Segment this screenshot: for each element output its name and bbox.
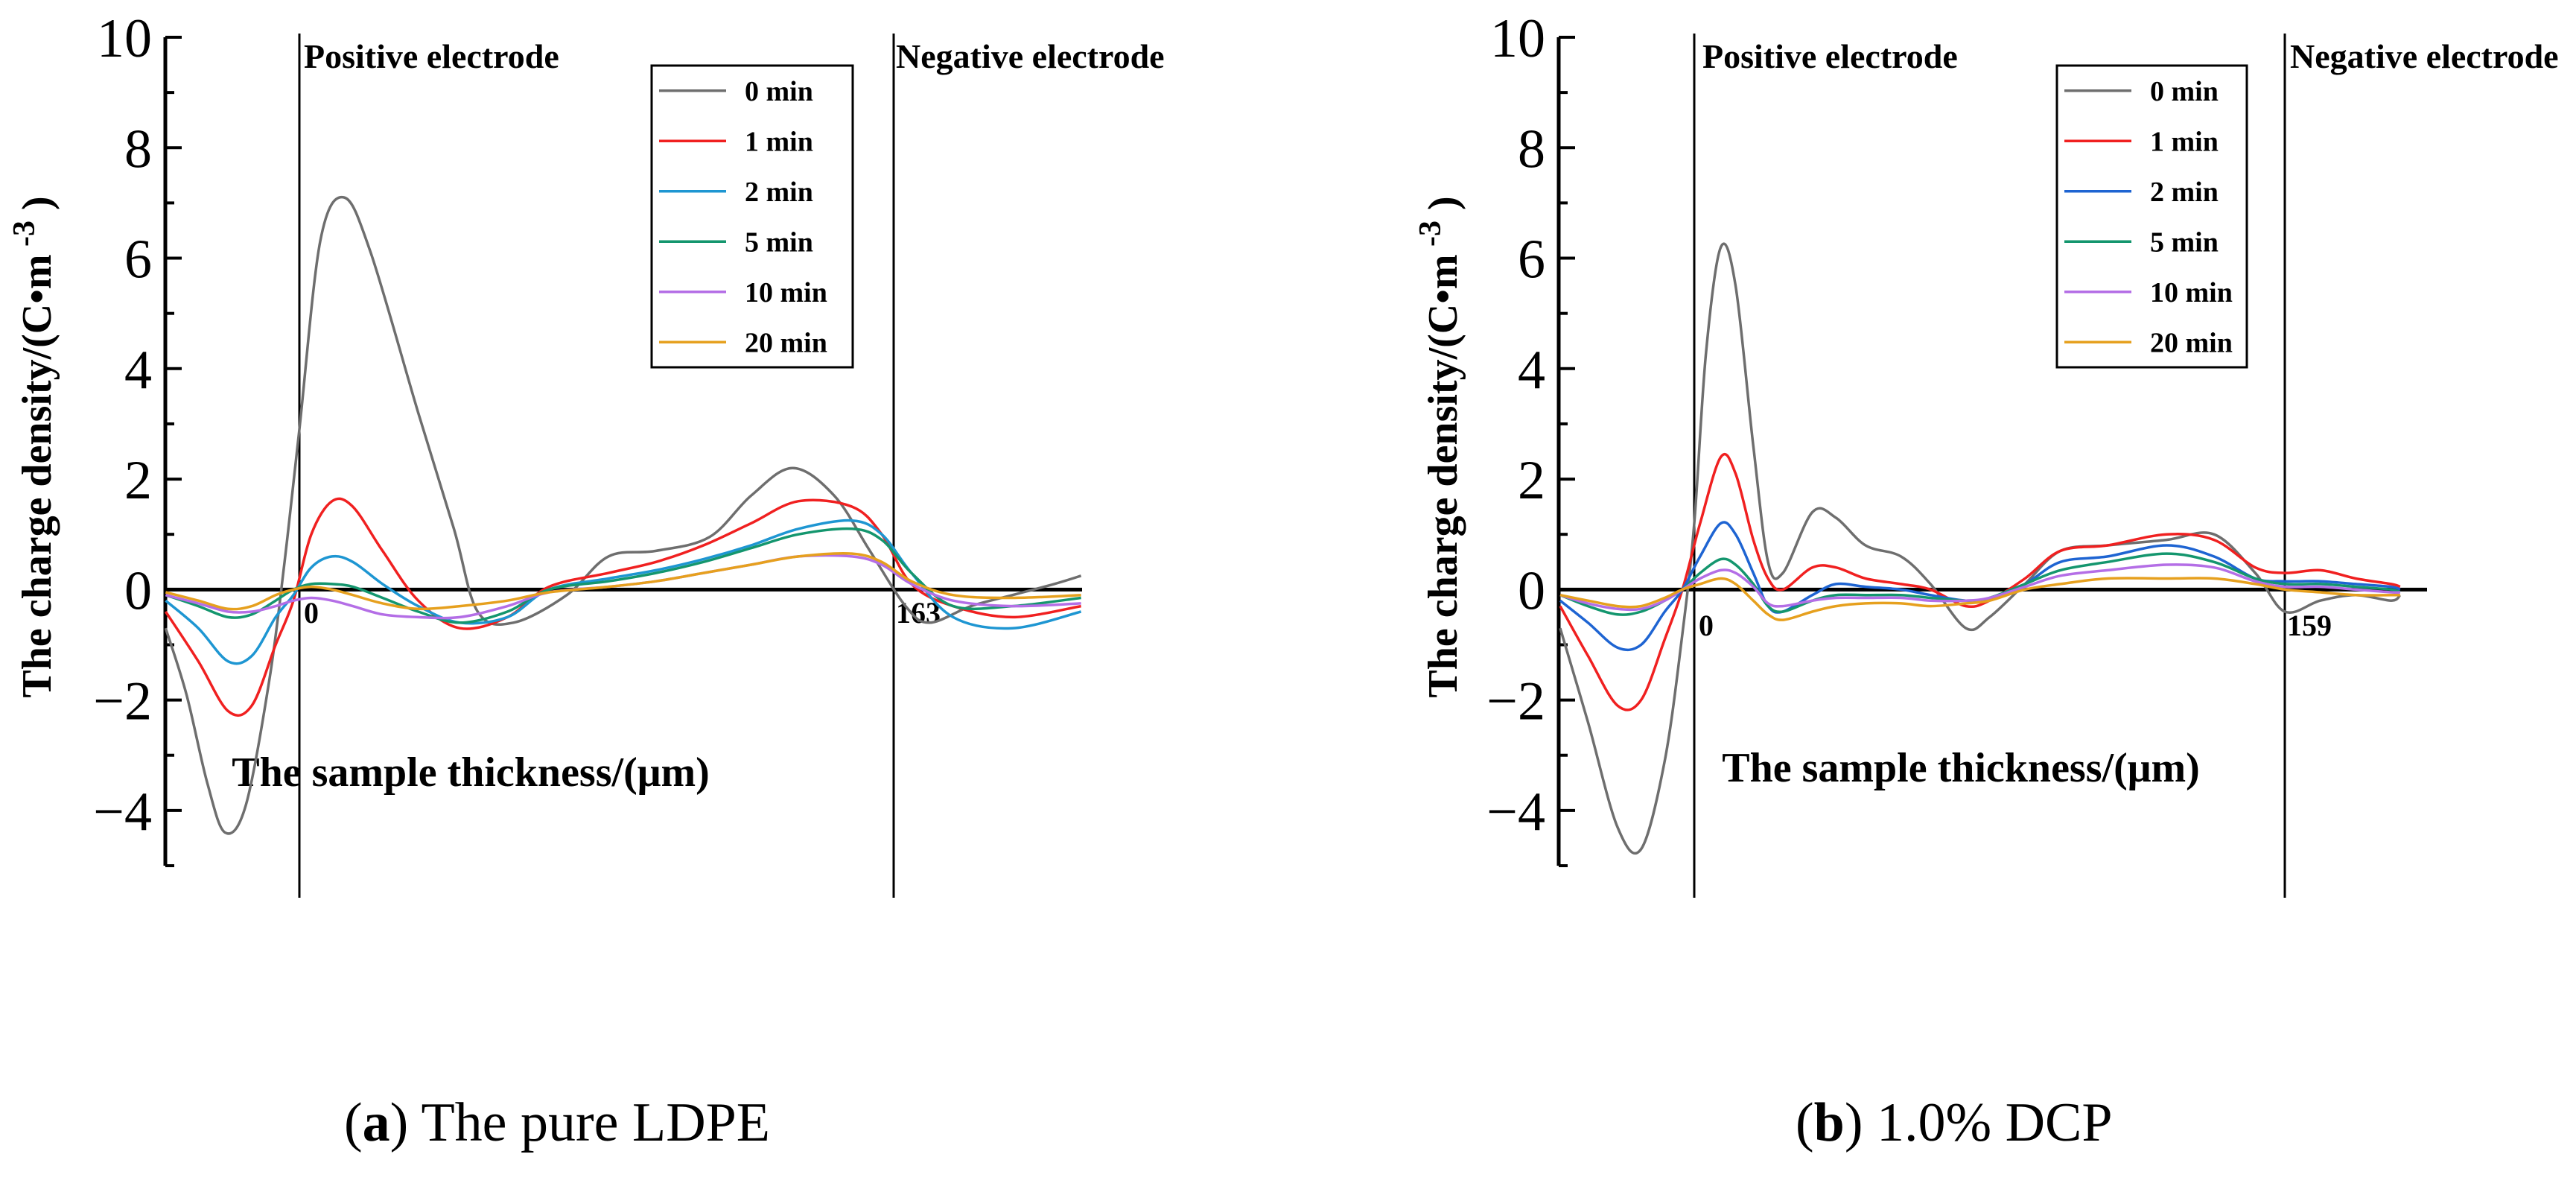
y-tick-label-b: 4 bbox=[1518, 340, 1545, 401]
legend-box-a bbox=[650, 64, 854, 369]
legend-label-b-10-min: 10 min bbox=[2150, 277, 2233, 308]
y-tick-label-a: 2 bbox=[124, 450, 152, 511]
caption-panel-b: (b) 1.0% DCP bbox=[1796, 1092, 2113, 1153]
y-tick-label-a: 4 bbox=[124, 340, 152, 401]
series-line-a-20-min bbox=[165, 552, 1081, 611]
series-line-b-1-min bbox=[1559, 452, 2401, 711]
y-axis-label-b: The charge density/(C•m -3 ) bbox=[1413, 196, 1466, 697]
caption-panel-a: (a) The pure LDPE bbox=[344, 1092, 771, 1153]
series-line-a-2-min bbox=[165, 519, 1082, 665]
series-line-a-1-min bbox=[164, 497, 1081, 717]
legend-label-b-2-min: 2 min bbox=[2150, 177, 2219, 208]
thickness-end-label-b: 159 bbox=[2287, 609, 2332, 642]
chart-panel-b: 10 8 6 4 2 0 −2 −4 The charge density/(C•m -3 ) P… bbox=[1413, 8, 2559, 898]
y-tick-label-b: 6 bbox=[1518, 229, 1545, 291]
series-line-b-20-min bbox=[1559, 577, 2400, 621]
chart-panel-a: 10 8 6 4 2 0 −2 −4 The charge density/(C•m -3 ) P… bbox=[7, 8, 1165, 898]
thickness-start-label-b: 0 bbox=[1699, 609, 1714, 642]
caption-text-a: The pure LDPE bbox=[421, 1092, 771, 1153]
series-line-b-0-min bbox=[1559, 242, 2402, 855]
x-axis-label-b: The sample thickness/(μm) bbox=[1722, 745, 2200, 791]
legend-label-b-5-min: 5 min bbox=[2150, 226, 2219, 258]
caption-text-b: 1.0% DCP bbox=[1876, 1092, 2113, 1153]
y-axis-label-a: The charge density/(C•m -3 ) bbox=[7, 196, 60, 697]
negative-electrode-label-a: Negative electrode bbox=[896, 37, 1165, 75]
x-axis-label-a: The sample thickness/(μm) bbox=[232, 749, 710, 796]
legend-label-a-1-min: 1 min bbox=[745, 126, 813, 157]
y-tick-label-a: −4 bbox=[93, 782, 152, 843]
negative-electrode-label-b: Negative electrode bbox=[2290, 37, 2559, 75]
legend-label-a-5-min: 5 min bbox=[745, 226, 813, 258]
legend-label-a-20-min: 20 min bbox=[745, 327, 827, 358]
y-tick-label-b: −4 bbox=[1486, 782, 1545, 843]
y-tick-label-a: 10 bbox=[97, 8, 152, 69]
y-tick-label-b: 10 bbox=[1490, 8, 1545, 69]
series-line-a-10-min bbox=[165, 554, 1081, 620]
caption-letter-a: a bbox=[362, 1092, 390, 1153]
y-tick-label-a: 0 bbox=[124, 560, 152, 621]
positive-electrode-label-b: Positive electrode bbox=[1702, 37, 1958, 75]
y-tick-label-b: 2 bbox=[1518, 450, 1545, 511]
legend-label-b-0-min: 0 min bbox=[2150, 76, 2219, 107]
legend-box-b bbox=[2055, 64, 2248, 369]
legend-label-a-0-min: 0 min bbox=[745, 76, 813, 107]
series-line-a-0-min bbox=[164, 195, 1082, 835]
legend-label-a-2-min: 2 min bbox=[745, 177, 813, 208]
y-tick-label-b: −2 bbox=[1486, 671, 1545, 732]
caption-letter-b: b bbox=[1813, 1092, 1845, 1153]
legend-label-b-20-min: 20 min bbox=[2150, 327, 2233, 358]
thickness-start-label-a: 0 bbox=[304, 596, 319, 630]
legend-label-b-1-min: 1 min bbox=[2150, 126, 2219, 157]
y-tick-label-a: 8 bbox=[124, 118, 152, 180]
legend-label-a-10-min: 10 min bbox=[745, 277, 827, 308]
y-tick-label-a: −2 bbox=[93, 671, 152, 732]
positive-electrode-label-a: Positive electrode bbox=[304, 37, 559, 75]
y-tick-label-a: 6 bbox=[124, 229, 152, 291]
y-tick-label-b: 8 bbox=[1518, 118, 1545, 180]
y-tick-label-b: 0 bbox=[1518, 560, 1545, 621]
